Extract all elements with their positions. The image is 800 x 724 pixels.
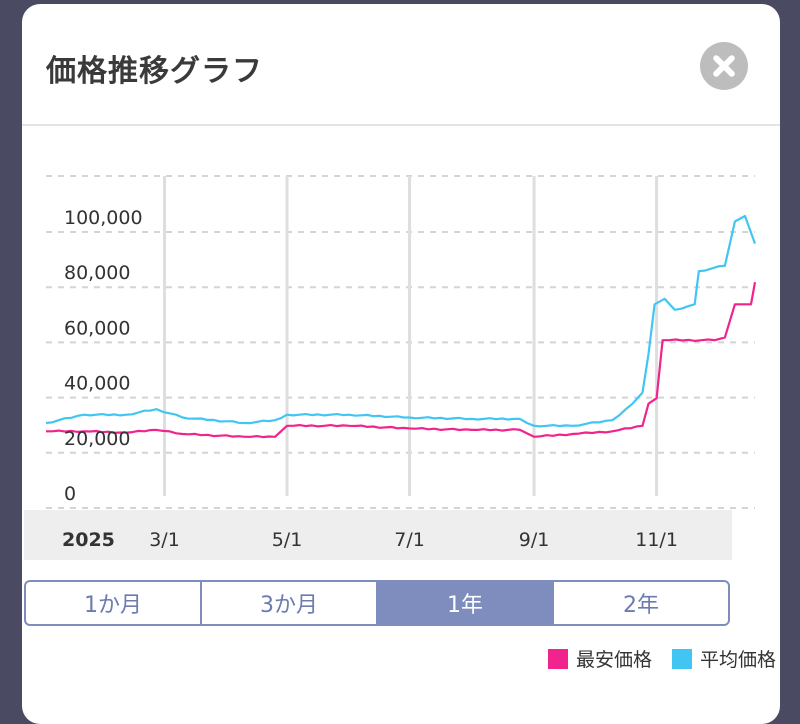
tab-3-months[interactable]: 3か月	[202, 582, 378, 624]
legend-swatch-min	[547, 648, 568, 669]
x-tick-label: 5/1	[272, 529, 303, 551]
series-line-avg-price	[45, 214, 757, 428]
y-tick-label: 100,000	[64, 207, 143, 229]
y-tick-label: 0	[64, 483, 76, 505]
chart-legend: 最安価格 平均価格	[547, 645, 776, 672]
series-line-min-price	[46, 282, 757, 439]
legend-label-avg: 平均価格	[699, 649, 776, 671]
legend-label-min: 最安価格	[575, 649, 652, 671]
x-tick-label: 9/1	[519, 529, 550, 551]
y-tick-label: 40,000	[64, 373, 130, 395]
y-tick-label: 80,000	[64, 262, 130, 284]
tab-1-year[interactable]: 1年	[378, 582, 554, 624]
x-tick-label: 3/1	[149, 529, 180, 551]
modal-header: 価格推移グラフ	[22, 4, 780, 126]
tab-1-month[interactable]: 1か月	[26, 582, 202, 624]
close-icon[interactable]	[700, 42, 748, 90]
tab-2-years[interactable]: 2年	[623, 593, 659, 618]
legend-item-avg-price: 平均価格	[671, 645, 776, 672]
y-tick-label: 60,000	[64, 317, 130, 339]
y-tick-label: 20,000	[64, 428, 130, 450]
modal-title: 価格推移グラフ	[46, 54, 263, 89]
price-chart: 100,000 80,000 60,000 40,000 20,000 0 2025 3/1 5…	[45, 175, 757, 551]
x-year-label: 2025	[62, 529, 115, 551]
range-tabs: 1か月 3か月 1年 2年	[24, 580, 730, 626]
x-tick-label: 11/1	[635, 529, 678, 551]
x-axis-band	[24, 510, 732, 560]
legend-item-min-price: 最安価格	[547, 645, 652, 672]
x-tick-label: 7/1	[394, 529, 425, 551]
legend-swatch-avg	[671, 648, 692, 669]
